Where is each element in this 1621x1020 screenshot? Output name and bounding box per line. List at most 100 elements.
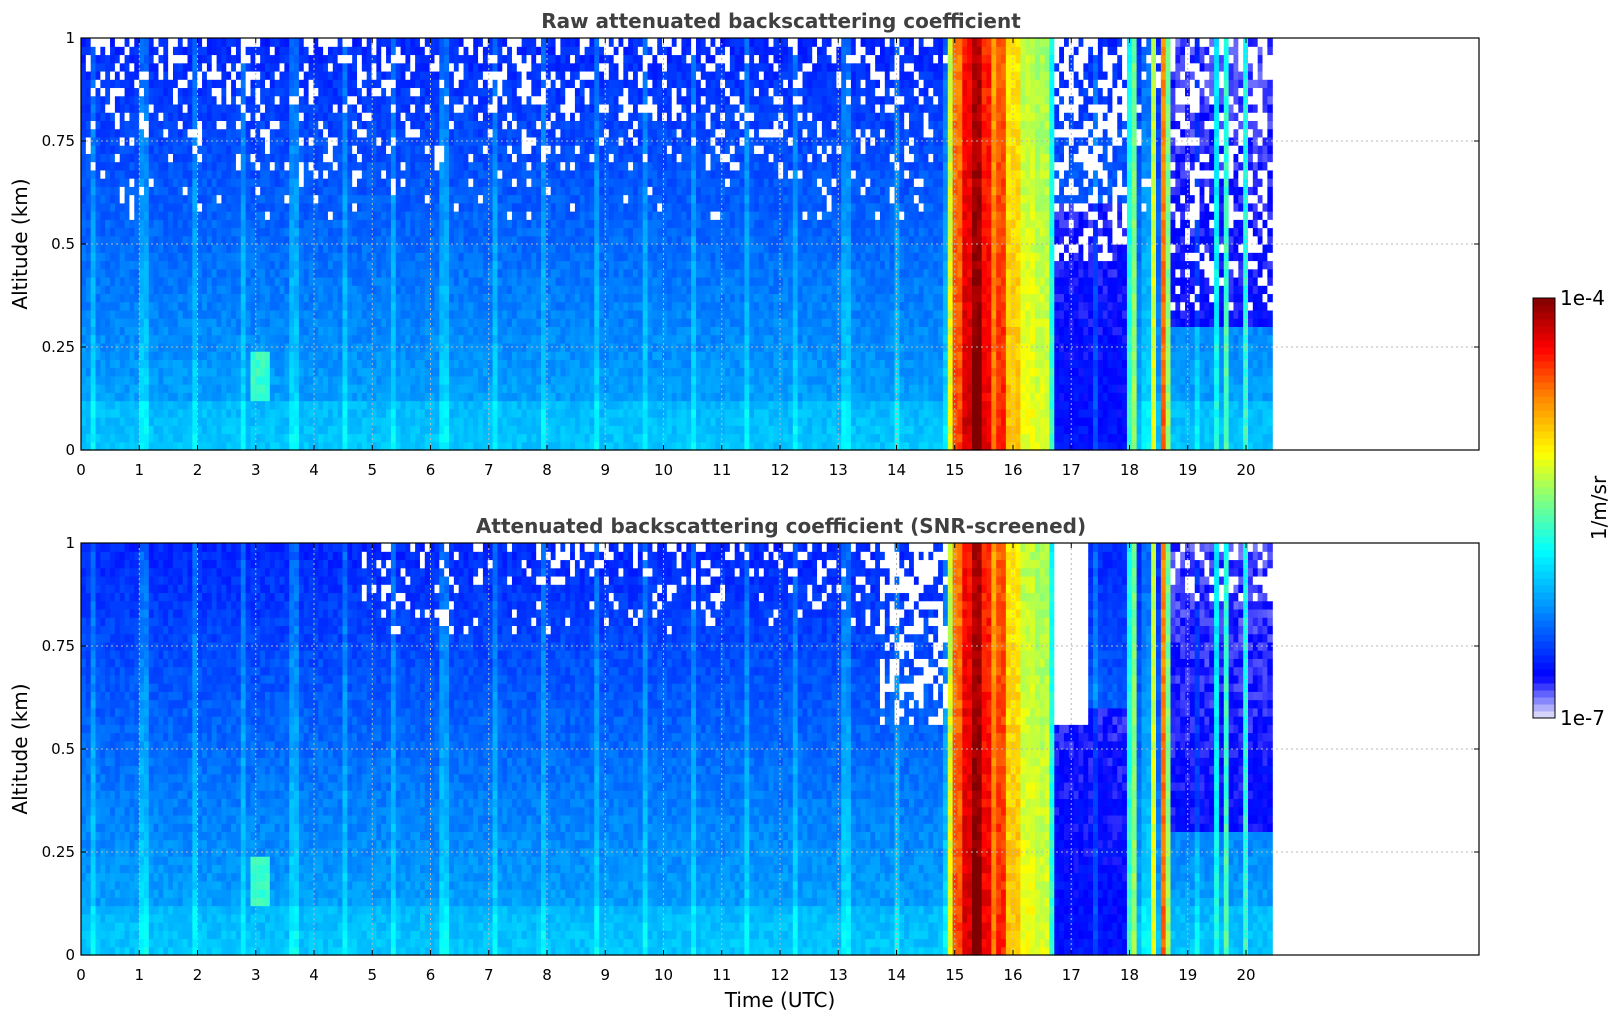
heatmap-cell — [129, 260, 134, 269]
heatmap-cell — [226, 120, 231, 129]
heatmap-cell — [163, 96, 168, 105]
heatmap-cell — [197, 277, 202, 286]
heatmap-cell — [154, 178, 159, 187]
heatmap-cell — [192, 335, 197, 344]
heatmap-cell — [129, 96, 134, 105]
heatmap-cell — [100, 326, 105, 335]
heatmap-cell — [173, 120, 178, 129]
heatmap-cell — [120, 38, 125, 47]
heatmap-cell — [149, 178, 154, 187]
heatmap-cell — [197, 112, 202, 121]
heatmap-cell — [158, 54, 163, 63]
heatmap-cell — [158, 359, 163, 368]
heatmap-cell — [100, 359, 105, 368]
heatmap-cell — [139, 87, 144, 96]
heatmap-cell — [81, 368, 86, 377]
heatmap-cell — [192, 252, 197, 261]
heatmap-cell — [149, 392, 154, 401]
heatmap-cell — [139, 409, 144, 418]
heatmap-cell — [139, 351, 144, 360]
heatmap-cell — [192, 425, 197, 434]
heatmap-cell — [202, 252, 207, 261]
heatmap-cell — [149, 219, 154, 228]
heatmap-cell — [226, 269, 231, 278]
heatmap-cell — [120, 368, 125, 377]
heatmap-cell — [173, 252, 178, 261]
heatmap-cell — [192, 384, 197, 393]
heatmap-cell — [86, 359, 91, 368]
heatmap-cell — [115, 384, 120, 393]
heatmap-cell — [226, 392, 231, 401]
heatmap-cell — [154, 46, 159, 55]
heatmap-cell — [183, 285, 188, 294]
heatmap-cell — [188, 252, 193, 261]
heatmap-cell — [129, 178, 134, 187]
heatmap-cell — [168, 285, 173, 294]
heatmap-cell — [96, 54, 101, 63]
heatmap-cell — [158, 228, 163, 237]
heatmap-cell — [207, 310, 212, 319]
heatmap-cell — [110, 260, 115, 269]
heatmap-cell — [202, 285, 207, 294]
heatmap-cell — [163, 71, 168, 80]
heatmap-cell — [226, 417, 231, 426]
heatmap-cell — [129, 351, 134, 360]
heatmap-cell — [129, 145, 134, 154]
heatmap-cell — [212, 71, 217, 80]
heatmap-cell — [207, 326, 212, 335]
heatmap-cell — [173, 112, 178, 121]
heatmap-cell — [154, 129, 159, 138]
heatmap-cell — [139, 96, 144, 105]
heatmap-cell — [217, 46, 222, 55]
heatmap-cell — [202, 442, 207, 451]
heatmap-cell — [129, 310, 134, 319]
heatmap-cell — [125, 112, 130, 121]
heatmap-cell — [183, 195, 188, 204]
heatmap-cell — [115, 120, 120, 129]
heatmap-cell — [221, 434, 226, 443]
heatmap-cell — [129, 417, 134, 426]
heatmap-cell — [226, 384, 231, 393]
heatmap-cell — [81, 63, 86, 72]
heatmap-cell — [154, 71, 159, 80]
heatmap-cell — [125, 170, 130, 179]
heatmap-cell — [125, 368, 130, 377]
heatmap-cell — [158, 310, 163, 319]
heatmap-cell — [139, 434, 144, 443]
heatmap-cell — [178, 260, 183, 269]
heatmap-cell — [110, 392, 115, 401]
heatmap-cell — [149, 186, 154, 195]
heatmap-cell — [91, 376, 96, 385]
heatmap-cell — [100, 219, 105, 228]
heatmap-cell — [105, 376, 110, 385]
heatmap-cell — [110, 401, 115, 410]
heatmap-cell — [105, 236, 110, 245]
heatmap-cell — [221, 260, 226, 269]
heatmap-cell — [173, 63, 178, 72]
heatmap-cell — [226, 260, 231, 269]
heatmap-cell — [226, 244, 231, 253]
heatmap-cell — [173, 145, 178, 154]
heatmap-cell — [129, 293, 134, 302]
heatmap-cell — [202, 359, 207, 368]
heatmap-cell — [226, 277, 231, 286]
heatmap-cell — [158, 368, 163, 377]
heatmap-cell — [163, 46, 168, 55]
heatmap-cell — [86, 153, 91, 162]
heatmap-cell — [197, 442, 202, 451]
heatmap-cell — [144, 326, 149, 335]
heatmap-cell — [207, 63, 212, 72]
heatmap-cell — [158, 87, 163, 96]
heatmap-cell — [221, 153, 226, 162]
heatmap-cell — [221, 186, 226, 195]
heatmap-cell — [231, 203, 236, 212]
heatmap-cell — [149, 326, 154, 335]
heatmap-cell — [139, 244, 144, 253]
heatmap-cell — [105, 54, 110, 63]
heatmap-cell — [149, 112, 154, 121]
heatmap-cell — [81, 417, 86, 426]
heatmap-cell — [158, 63, 163, 72]
heatmap-cell — [221, 244, 226, 253]
heatmap-cell — [105, 79, 110, 88]
heatmap-cell — [154, 401, 159, 410]
